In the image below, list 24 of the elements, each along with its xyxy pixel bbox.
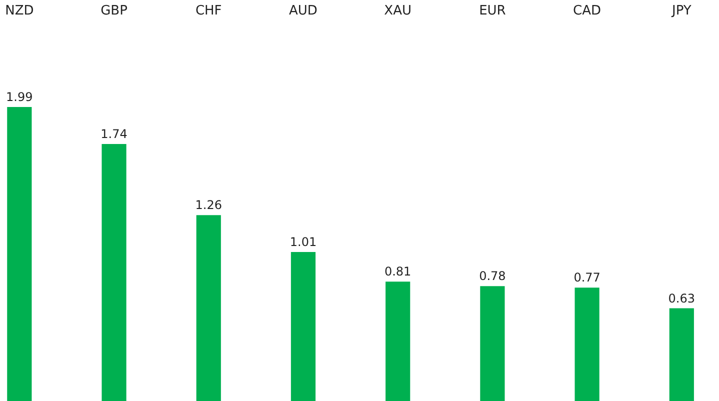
- x-tick-label: JPY: [670, 4, 692, 18]
- bar: [290, 252, 316, 401]
- data-label: 0.77: [574, 270, 600, 285]
- x-tick-label: XAU: [384, 4, 412, 18]
- data-label: 1.74: [100, 127, 128, 142]
- x-tick-label: CHF: [195, 4, 222, 18]
- bar: [386, 282, 410, 401]
- data-label: 0.63: [668, 291, 696, 306]
- x-tick-label: NZD: [5, 4, 34, 18]
- data-label: 0.78: [479, 269, 506, 284]
- data-label: 0.81: [384, 264, 412, 279]
- bar: [102, 144, 126, 401]
- bar: [480, 286, 505, 401]
- x-tick-label: CAD: [573, 4, 602, 18]
- bar: [574, 288, 600, 401]
- data-label: 1.26: [195, 198, 222, 212]
- x-tick-label: AUD: [289, 4, 318, 18]
- bar: [669, 308, 694, 401]
- x-tick-label: EUR: [479, 4, 506, 18]
- bar: [7, 107, 32, 401]
- bar: [196, 215, 221, 401]
- x-tick-label: GBP: [100, 4, 128, 18]
- data-label: 1.01: [290, 235, 317, 250]
- data-label: 1.99: [6, 90, 33, 104]
